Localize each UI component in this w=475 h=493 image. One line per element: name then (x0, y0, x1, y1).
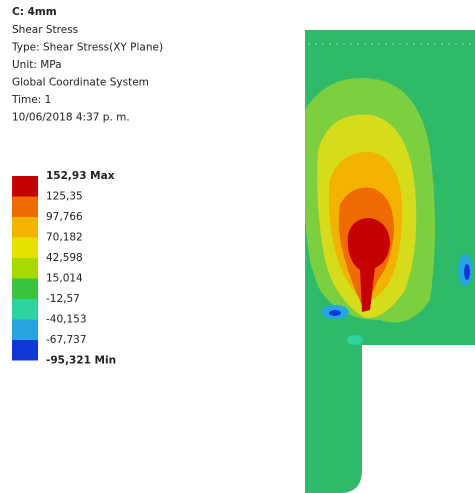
header-line: Global Coordinate System (12, 77, 149, 89)
header-line: Time: 1 (11, 94, 51, 106)
legend-label: 70,182 (46, 232, 83, 244)
legend-band (12, 176, 38, 197)
legend-band (12, 340, 38, 361)
legend-label: 152,93 Max (46, 170, 115, 182)
header-line: Unit: MPa (12, 59, 62, 71)
legend-band (12, 237, 38, 258)
contour-plot (305, 30, 475, 493)
header-line: Shear Stress (12, 24, 78, 36)
contour-band (464, 264, 470, 280)
legend-label: -67,737 (46, 334, 87, 346)
legend-label: 97,766 (46, 211, 83, 223)
legend-band (12, 196, 38, 217)
contour-band (329, 310, 341, 316)
legend-label: 42,598 (46, 252, 83, 264)
legend-label: -12,57 (46, 293, 80, 305)
legend-band (12, 319, 38, 340)
legend-label: 125,35 (46, 191, 83, 203)
legend-label: -95,321 Min (46, 355, 116, 367)
legend-label: 15,014 (46, 273, 83, 285)
header-line: 10/06/2018 4:37 p. m. (12, 112, 130, 124)
result-title: C: 4mm (12, 6, 57, 18)
contour-band (347, 218, 390, 312)
legend-band (12, 278, 38, 299)
legend-band (12, 299, 38, 320)
legend-band (12, 217, 38, 238)
contour-band (347, 335, 363, 345)
header-line: Type: Shear Stress(XY Plane) (11, 42, 163, 54)
legend-band (12, 258, 38, 279)
legend-label: -40,153 (46, 314, 87, 326)
